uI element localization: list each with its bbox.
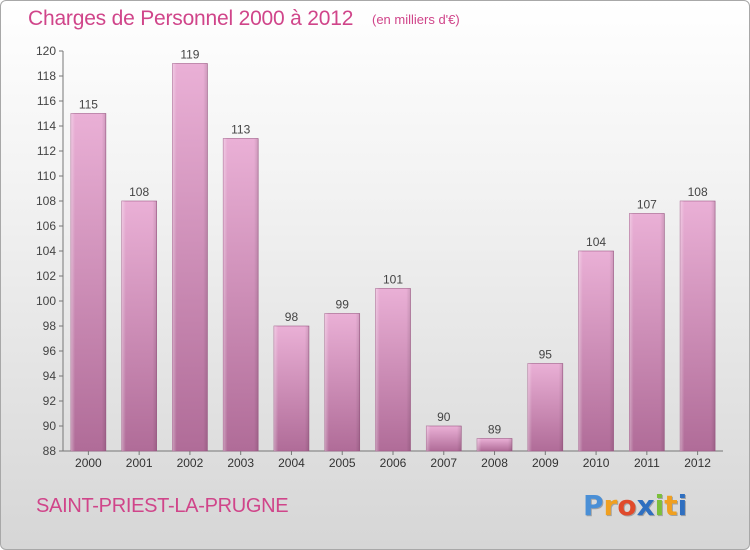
proxiti-logo: Proxiti <box>583 489 687 522</box>
bar-value-label: 101 <box>383 273 403 287</box>
logo-letter: r <box>603 489 618 522</box>
y-tick-label: 108 <box>36 194 56 208</box>
bar-shade <box>70 113 106 451</box>
bar-value-label: 113 <box>231 123 250 137</box>
bar-value-label: 104 <box>586 235 606 249</box>
bar-shade <box>223 138 259 451</box>
x-tick-label: 2001 <box>126 456 153 470</box>
bar-shade <box>578 251 614 451</box>
y-tick-label: 96 <box>43 344 57 358</box>
bar-shade <box>477 438 513 451</box>
x-tick-label: 2006 <box>380 456 407 470</box>
bar-value-label: 98 <box>285 310 299 324</box>
x-tick-label: 2007 <box>430 456 457 470</box>
y-tick-label: 118 <box>37 69 56 83</box>
x-tick-label: 2004 <box>278 456 305 470</box>
y-tick-label: 110 <box>37 169 56 183</box>
logo-letter: i <box>677 489 688 522</box>
bar-shade <box>273 326 309 451</box>
y-tick-label: 112 <box>37 144 56 158</box>
bar-value-label: 108 <box>129 185 149 199</box>
y-tick-label: 104 <box>36 244 56 258</box>
bar-value-label: 90 <box>437 410 451 424</box>
logo-letter: x <box>636 489 655 522</box>
logo-letter: t <box>664 489 678 522</box>
x-tick-label: 2003 <box>227 456 254 470</box>
x-tick-label: 2008 <box>481 456 508 470</box>
y-tick-label: 88 <box>43 444 57 458</box>
y-tick-label: 102 <box>36 269 56 283</box>
bar-shade <box>324 313 360 451</box>
logo-letter: P <box>583 489 604 522</box>
x-tick-label: 2002 <box>177 456 204 470</box>
x-tick-label: 2012 <box>684 456 711 470</box>
x-tick-label: 2010 <box>583 456 610 470</box>
chart-subtitle: (en milliers d'€) <box>372 12 460 27</box>
x-tick-label: 2000 <box>75 456 102 470</box>
y-tick-label: 90 <box>43 419 57 433</box>
y-tick-label: 100 <box>36 294 56 308</box>
bar-shade <box>527 363 563 451</box>
x-tick-label: 2009 <box>532 456 559 470</box>
bar-shade <box>172 63 208 451</box>
bar-value-label: 99 <box>336 298 350 312</box>
bar-value-label: 95 <box>539 348 553 362</box>
bar-shade <box>629 213 665 451</box>
bar-value-label: 107 <box>637 198 657 212</box>
commune-name: SAINT-PRIEST-LA-PRUGNE <box>36 495 289 517</box>
bar-value-label: 119 <box>180 48 199 62</box>
bar-value-label: 89 <box>488 423 502 437</box>
bar-shade <box>426 426 462 451</box>
x-tick-label: 2011 <box>634 456 660 470</box>
y-tick-label: 114 <box>37 119 56 133</box>
bar-shade <box>375 288 411 451</box>
y-tick-label: 98 <box>43 319 57 333</box>
y-tick-label: 92 <box>43 394 57 408</box>
logo-letter: i <box>654 489 665 522</box>
y-tick-label: 120 <box>36 44 56 58</box>
chart-title: Charges de Personnel 2000 à 2012 <box>28 7 354 30</box>
bar-shade <box>121 201 157 451</box>
bar-shade <box>680 201 716 451</box>
y-tick-label: 106 <box>36 219 56 233</box>
logo-letter: o <box>617 489 637 522</box>
y-tick-label: 94 <box>43 369 57 383</box>
bar-value-label: 108 <box>688 185 708 199</box>
x-tick-label: 2005 <box>329 456 356 470</box>
y-tick-label: 116 <box>37 94 56 108</box>
bar-value-label: 115 <box>79 98 98 112</box>
